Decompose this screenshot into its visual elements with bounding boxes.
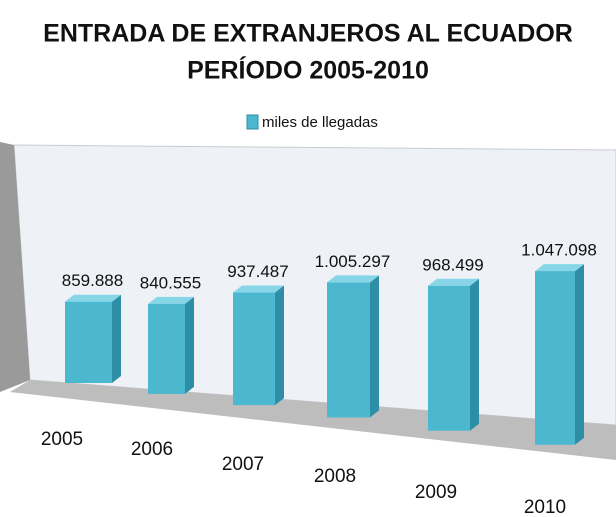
bar-side <box>112 294 121 383</box>
value-label: 1.005.297 <box>315 252 391 271</box>
value-label: 968.499 <box>422 255 483 274</box>
x-tick-label: 2010 <box>524 497 566 517</box>
legend-label: miles de llegadas <box>262 114 378 131</box>
bar-side <box>185 296 194 394</box>
x-tick-label: 2006 <box>131 439 173 460</box>
value-label: 840.555 <box>140 273 201 292</box>
value-label: 1.047.098 <box>521 241 597 260</box>
bar-top <box>535 264 584 272</box>
chart-subtitle: PERÍODO 2005-2010 <box>187 56 429 85</box>
x-tick-label: 2005 <box>41 429 83 450</box>
value-label: 937.487 <box>227 262 288 281</box>
bar <box>327 282 370 418</box>
bar-side <box>470 278 479 431</box>
legend-swatch <box>246 114 259 130</box>
bar <box>233 292 275 406</box>
chart-title: ENTRADA DE EXTRANJEROS AL ECUADOR <box>43 20 573 48</box>
x-tick-label: 2009 <box>415 482 457 503</box>
bar <box>535 271 575 445</box>
value-label: 859.888 <box>62 271 123 290</box>
floor <box>10 380 616 460</box>
bar-top <box>233 285 284 293</box>
bar-top <box>327 275 379 283</box>
x-tick-label: 2008 <box>314 466 356 487</box>
bar <box>428 285 470 431</box>
bar-side <box>370 275 379 418</box>
bar-side <box>275 285 284 406</box>
bar-side <box>575 264 584 445</box>
x-tick-label: 2007 <box>222 454 264 475</box>
bar-top <box>65 294 121 302</box>
bar-top <box>148 296 194 304</box>
bar <box>148 303 185 394</box>
bar <box>65 301 112 383</box>
side-wall <box>0 142 30 392</box>
bar-top <box>428 278 479 286</box>
